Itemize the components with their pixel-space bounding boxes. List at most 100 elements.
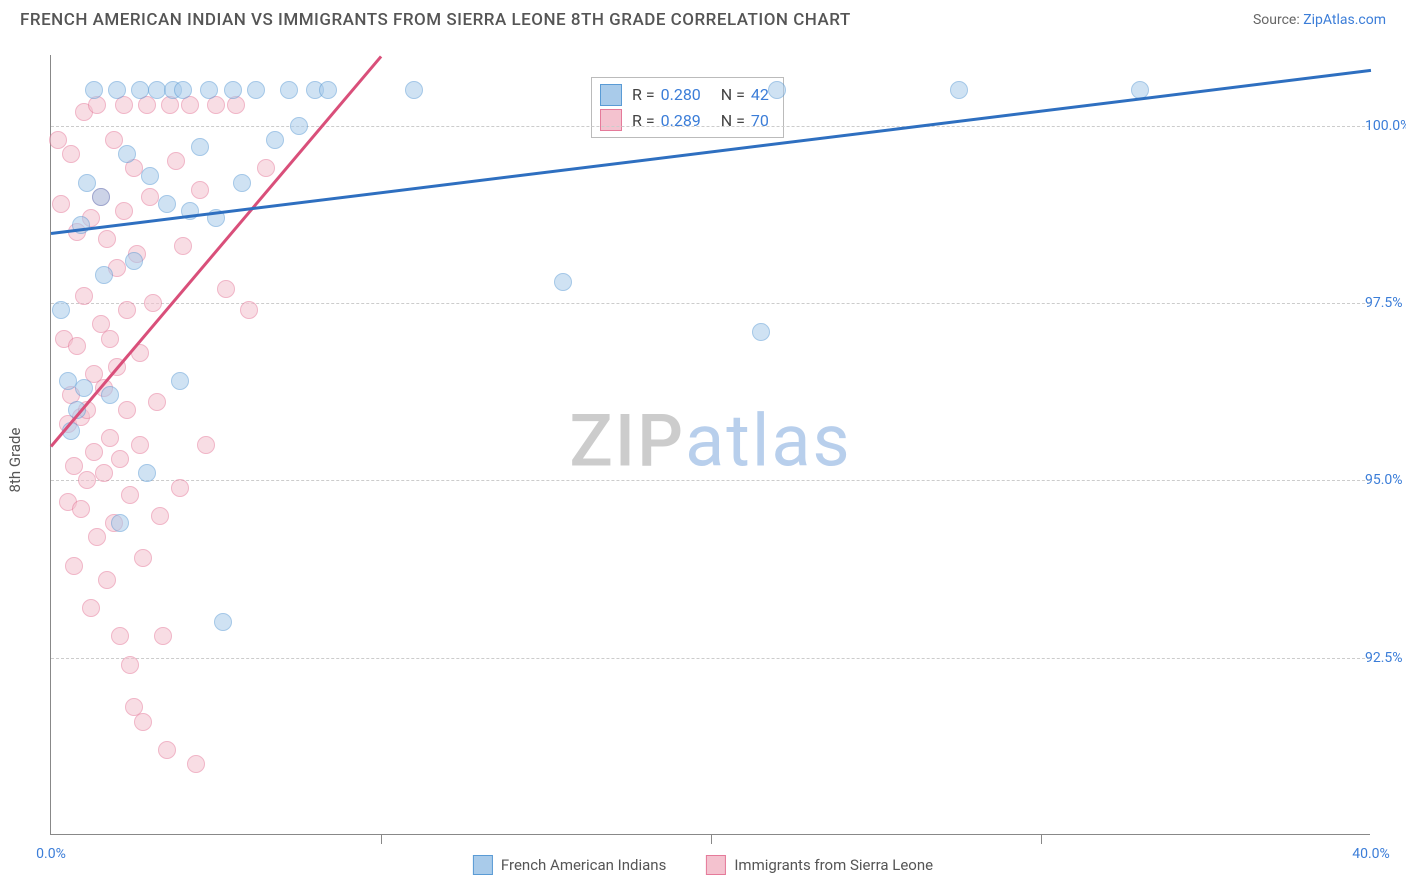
blue-point <box>141 167 159 185</box>
pink-point <box>131 436 149 454</box>
bottom-legend-item: French American Indians <box>473 855 666 875</box>
gridline <box>51 658 1370 659</box>
pink-point <box>141 188 159 206</box>
pink-point <box>105 131 123 149</box>
blue-point <box>108 81 126 99</box>
y-tick-label: 92.5% <box>1365 650 1406 666</box>
pink-point <box>72 500 90 518</box>
legend-label: Immigrants from Sierra Leone <box>734 856 933 874</box>
x-tick-label: 0.0% <box>36 846 66 862</box>
x-tick <box>381 834 382 844</box>
legend-text: R =0.280 N =42 <box>632 82 769 108</box>
pink-point <box>134 549 152 567</box>
plot-area: ZIPatlas R =0.280 N =42R =0.289 N =70 92… <box>50 55 1370 835</box>
watermark-part1: ZIP <box>569 398 685 483</box>
pink-point <box>65 557 83 575</box>
pink-point <box>52 195 70 213</box>
pink-point <box>171 479 189 497</box>
pink-point <box>118 301 136 319</box>
pink-point <box>148 393 166 411</box>
pink-point <box>101 330 119 348</box>
blue-point <box>78 174 96 192</box>
pink-point <box>98 571 116 589</box>
legend-swatch <box>600 84 622 106</box>
legend-label: French American Indians <box>501 856 666 874</box>
pink-point <box>115 202 133 220</box>
pink-point <box>78 471 96 489</box>
blue-point <box>174 81 192 99</box>
pink-point <box>121 486 139 504</box>
pink-point <box>62 145 80 163</box>
legend-swatch <box>600 109 622 131</box>
pink-point <box>101 429 119 447</box>
pink-point <box>68 337 86 355</box>
blue-point <box>290 117 308 135</box>
bottom-legend-item: Immigrants from Sierra Leone <box>706 855 933 875</box>
legend-row: R =0.280 N =42 <box>600 82 769 108</box>
pink-point <box>121 656 139 674</box>
gridline <box>51 480 1370 481</box>
blue-point <box>224 81 242 99</box>
legend-row: R =0.289 N =70 <box>600 108 769 134</box>
pink-point <box>197 436 215 454</box>
y-tick-label: 95.0% <box>1365 472 1406 488</box>
pink-point <box>111 627 129 645</box>
y-tick-label: 100.0% <box>1365 118 1406 134</box>
correlation-legend: R =0.280 N =42R =0.289 N =70 <box>591 77 784 138</box>
y-tick-label: 97.5% <box>1365 295 1406 311</box>
watermark: ZIPatlas <box>569 398 851 483</box>
blue-point <box>131 81 149 99</box>
chart-header: FRENCH AMERICAN INDIAN VS IMMIGRANTS FRO… <box>0 0 1406 35</box>
blue-point <box>85 81 103 99</box>
pink-point <box>174 237 192 255</box>
pink-point <box>134 713 152 731</box>
pink-point <box>82 599 100 617</box>
blue-point <box>214 613 232 631</box>
blue-point <box>125 252 143 270</box>
pink-point <box>95 464 113 482</box>
pink-point <box>240 301 258 319</box>
blue-point <box>950 81 968 99</box>
source-attribution: Source: ZipAtlas.com <box>1253 12 1386 28</box>
pink-point <box>154 627 172 645</box>
x-tick-label: 40.0% <box>1352 846 1390 862</box>
x-tick <box>1041 834 1042 844</box>
pink-point <box>151 507 169 525</box>
pink-point <box>167 152 185 170</box>
blue-point <box>92 188 110 206</box>
blue-point <box>158 195 176 213</box>
pink-point <box>118 401 136 419</box>
blue-point <box>233 174 251 192</box>
blue-point <box>405 81 423 99</box>
pink-point <box>85 443 103 461</box>
y-axis-label: 8th Grade <box>6 428 24 493</box>
blue-point <box>554 273 572 291</box>
blue-point <box>319 81 337 99</box>
pink-point <box>49 131 67 149</box>
pink-point <box>158 741 176 759</box>
pink-point <box>187 755 205 773</box>
x-tick <box>711 834 712 844</box>
source-prefix: Source: <box>1253 12 1303 28</box>
blue-point <box>118 145 136 163</box>
gridline <box>51 126 1370 127</box>
legend-swatch <box>473 855 493 875</box>
blue-point <box>75 379 93 397</box>
pink-point <box>144 294 162 312</box>
blue-point <box>59 372 77 390</box>
legend-text: R =0.289 N =70 <box>632 108 769 134</box>
pink-point <box>191 181 209 199</box>
blue-point <box>138 464 156 482</box>
blue-point <box>768 81 786 99</box>
pink-trendline <box>50 56 382 448</box>
pink-point <box>65 457 83 475</box>
chart-container: 8th Grade ZIPatlas R =0.280 N =42R =0.28… <box>0 35 1406 885</box>
blue-point <box>752 323 770 341</box>
pink-point <box>88 528 106 546</box>
source-link[interactable]: ZipAtlas.com <box>1303 12 1386 28</box>
blue-point <box>52 301 70 319</box>
blue-point <box>171 372 189 390</box>
blue-point <box>95 266 113 284</box>
legend-swatch <box>706 855 726 875</box>
blue-point <box>101 386 119 404</box>
